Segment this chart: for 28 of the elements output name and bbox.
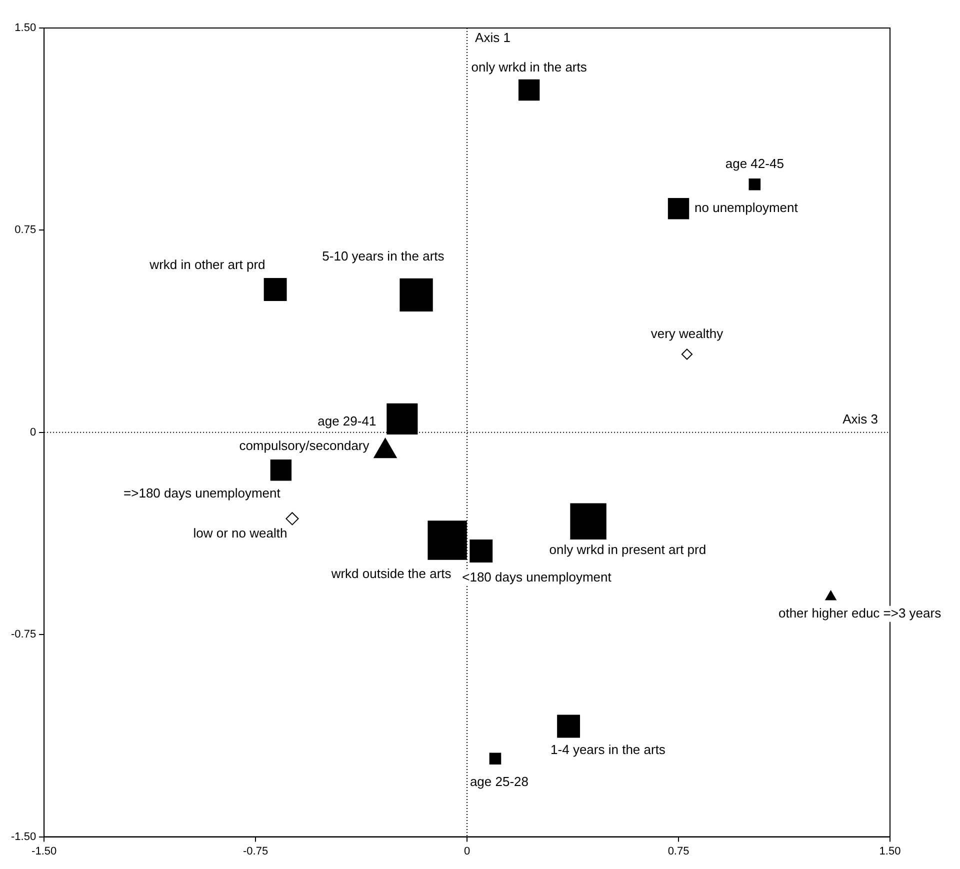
y-tick-label: -1.50 — [10, 830, 36, 843]
data-label: compulsory/secondary — [239, 438, 370, 453]
data-label: very wealthy — [650, 326, 724, 341]
data-label: no unemployment — [694, 200, 798, 216]
data-label: age 29-41 — [318, 414, 376, 428]
y-tick-label: 0.75 — [14, 224, 36, 236]
data-label: wrkd outside the arts — [330, 566, 452, 581]
x-tick-label: 0 — [464, 845, 470, 858]
data-label: =>180 days unemployment — [124, 486, 281, 501]
x-tick-label: 1.50 — [879, 845, 901, 858]
y-tick-label: -0.75 — [10, 628, 36, 641]
x-tick-label: -1.50 — [32, 845, 57, 858]
ref-line-label: Axis 3 — [842, 411, 878, 426]
data-label: other higher educ =>3 years — [778, 605, 942, 620]
data-label: low or no wealth — [193, 525, 288, 540]
ref-line-label: Axis 1 — [475, 30, 510, 46]
x-tick-label: 0.75 — [668, 845, 690, 858]
data-label: only wrkd in the arts — [471, 60, 588, 75]
data-label: wrkd in other art prd — [148, 257, 266, 272]
data-label: <180 days unemployment — [462, 570, 612, 585]
y-tick-label: 1.50 — [14, 22, 36, 34]
data-label: age 42-45 — [725, 156, 784, 171]
data-label: 1-4 years in the arts — [550, 742, 666, 757]
y-tick-label: 0 — [30, 426, 36, 438]
x-tick-label: -0.75 — [243, 845, 268, 858]
data-label: only wrkd in present art prd — [549, 542, 706, 557]
data-label: 5-10 years in the arts — [322, 248, 445, 264]
data-label: age 25-28 — [470, 774, 529, 790]
